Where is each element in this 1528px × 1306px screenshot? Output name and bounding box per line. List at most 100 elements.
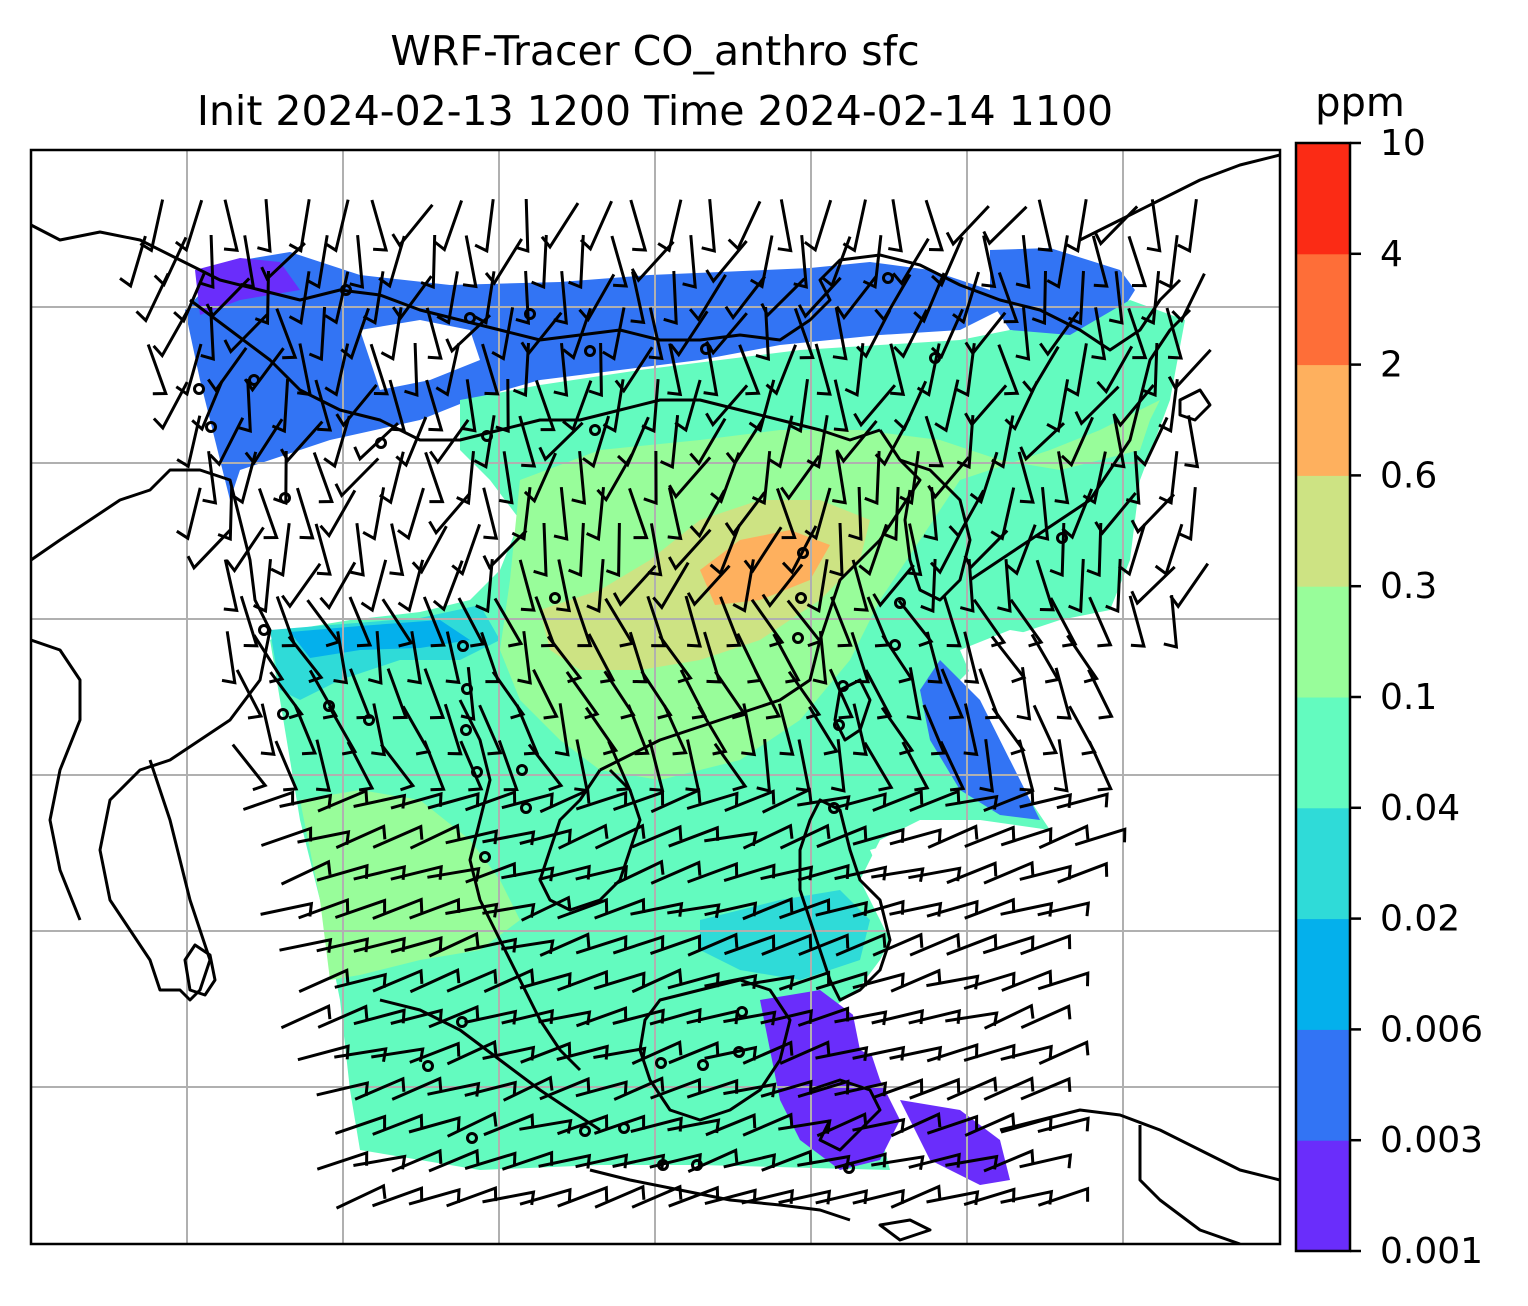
wind-barb (314, 379, 333, 432)
wind-barb (1035, 559, 1055, 612)
calm-marker (479, 851, 491, 863)
wind-barb (1031, 270, 1047, 326)
wind-barb (353, 1154, 407, 1170)
wind-barb (539, 932, 591, 957)
wind-barb (1019, 1153, 1073, 1169)
wind-barb (663, 270, 678, 326)
wind-barb (279, 793, 333, 809)
wind-barb (221, 631, 237, 685)
wind-barb (631, 824, 683, 849)
wind-barb (575, 935, 628, 955)
calm-marker (795, 592, 807, 604)
wind-barb (687, 861, 739, 884)
wind-barb (605, 522, 621, 578)
wind-barb (295, 487, 315, 540)
colorbar (1296, 143, 1350, 1252)
wind-barb (582, 415, 611, 469)
wind-barb (1061, 488, 1094, 540)
wind-barb (1165, 307, 1184, 360)
wind-barb (724, 275, 767, 321)
wind-barb (830, 596, 853, 648)
wind-barb (409, 967, 461, 994)
wind-barb (428, 1004, 480, 1029)
wind-barb (475, 558, 494, 614)
wind-barb (1146, 199, 1162, 253)
wind-barb (761, 787, 813, 814)
wind-barb (346, 741, 375, 792)
wind-barb (562, 307, 592, 361)
wind-barb (1017, 451, 1035, 504)
wind-barb (1096, 345, 1134, 395)
wind-barb (808, 706, 839, 756)
wind-barb (832, 307, 848, 361)
wind-barb (964, 1112, 1016, 1137)
wind-barb (610, 235, 629, 288)
calm-marker (733, 1046, 745, 1058)
wind-barb (742, 1112, 794, 1137)
wind-barb (391, 1076, 443, 1101)
wind-barb (1158, 235, 1179, 290)
wind-barb (482, 902, 536, 918)
wind-barb (775, 488, 797, 540)
wind-barb (482, 1045, 536, 1061)
wind-barb (308, 306, 327, 362)
calm-marker (797, 547, 809, 559)
wind-barb (893, 309, 929, 359)
wind-barb (354, 1076, 406, 1101)
coast-indochina-west (458, 699, 582, 1072)
wind-barb (1049, 597, 1078, 648)
wind-barb (979, 739, 995, 793)
wind-barb (765, 344, 797, 396)
calm-marker (736, 1006, 748, 1018)
wind-barb (353, 422, 400, 462)
calm-marker (697, 1059, 709, 1071)
wind-barbs (119, 198, 1212, 1210)
coast-timor (878, 1218, 932, 1242)
wind-barb (317, 788, 369, 813)
wind-barb (223, 313, 269, 355)
wind-barb (614, 346, 654, 394)
wind-barb (1066, 634, 1100, 684)
wind-barb (381, 598, 414, 648)
wind-barb (388, 379, 407, 432)
calm-marker (700, 343, 712, 355)
wind-barb (613, 790, 665, 812)
wind-barb (701, 198, 716, 253)
wind-barb (834, 1081, 888, 1097)
calm-marker (1056, 532, 1068, 544)
colorbar-swatch (1296, 253, 1350, 366)
wind-barb (565, 671, 600, 720)
wind-barb (719, 596, 742, 648)
wind-barb (409, 897, 461, 920)
wind-barb (519, 1187, 572, 1206)
colorbar-tick-label: 0.001 (1380, 1231, 1483, 1272)
wind-barb (317, 1004, 369, 1029)
wind-barb (556, 1114, 609, 1136)
wind-barb (186, 529, 232, 571)
wind-barb (334, 972, 387, 989)
colorbar-tick-label: 0.006 (1380, 1009, 1483, 1050)
wind-barb (674, 379, 702, 433)
wind-barb (991, 415, 1015, 469)
wind-barb (397, 559, 425, 613)
calm-marker (929, 352, 941, 364)
wind-barb (797, 1006, 850, 1027)
wind-barb (371, 1186, 424, 1208)
wind-barb (1015, 306, 1031, 361)
wind-barb (481, 343, 500, 396)
wind-barb (1105, 558, 1122, 614)
calm-marker (579, 1125, 591, 1137)
wind-barb (923, 486, 939, 541)
wind-barb (1034, 486, 1050, 541)
wind-barb (571, 450, 587, 505)
calm-marker (258, 624, 270, 636)
wind-barb (315, 739, 332, 792)
wind-barb (641, 378, 660, 434)
wind-barb (804, 487, 832, 541)
wind-barb (306, 235, 329, 290)
wind-barb (1091, 307, 1107, 361)
wind-barb (119, 235, 147, 289)
wind-barb (389, 523, 405, 577)
wind-barb (630, 240, 675, 283)
